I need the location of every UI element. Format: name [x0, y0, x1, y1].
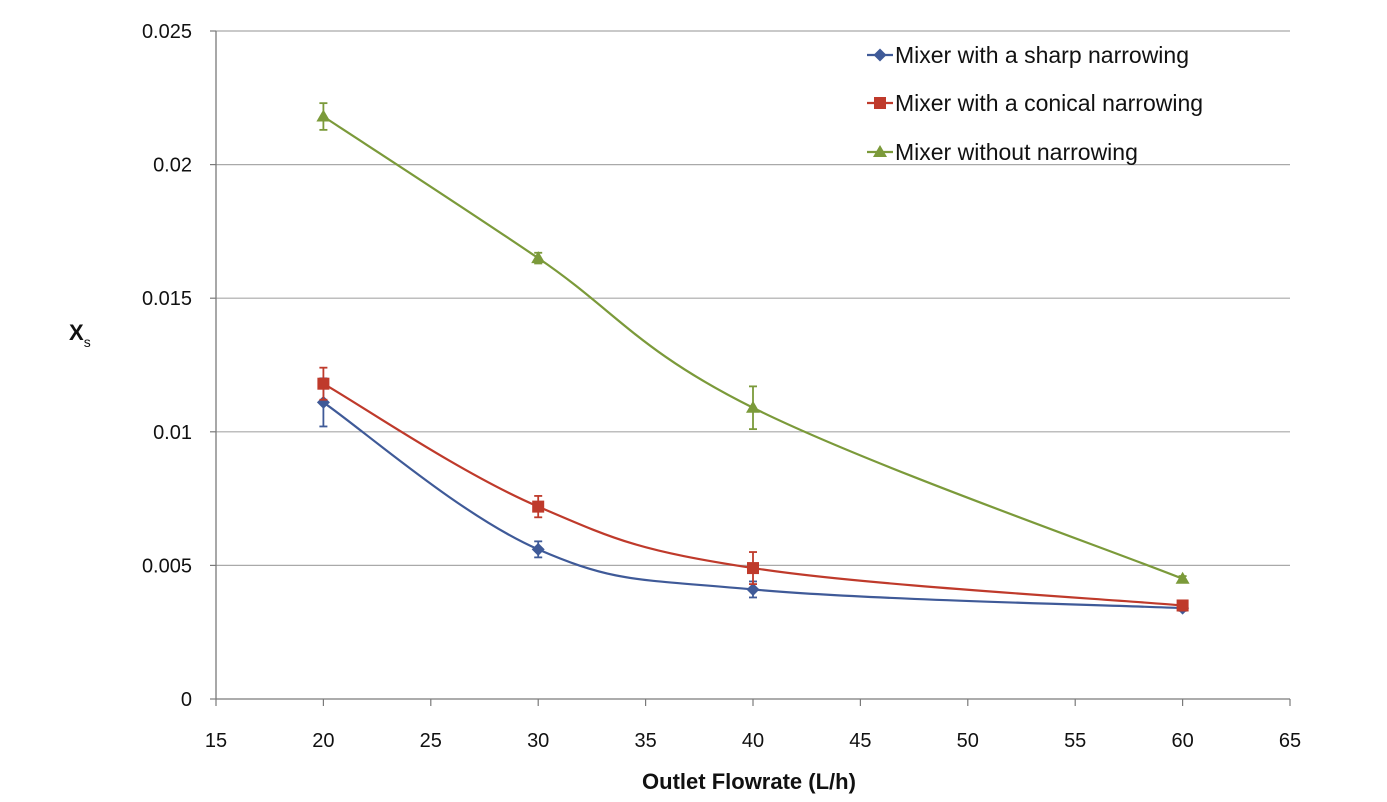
y-tick-label: 0.015 [142, 288, 192, 310]
data-point [1175, 571, 1190, 584]
data-point [531, 542, 545, 556]
data-point [746, 582, 760, 596]
y-tick-label: 0 [181, 689, 192, 711]
legend-label-2: Mixer with a conical narrowing [895, 90, 1203, 116]
x-tick-label: 45 [849, 730, 871, 752]
y-axis-title-main: X [69, 320, 84, 345]
x-axis-title: Outlet Flowrate (L/h) [642, 769, 856, 794]
data-point [747, 562, 759, 575]
data-point [531, 251, 546, 264]
legend-marker-1 [873, 48, 887, 62]
y-tick-label: 0.005 [142, 555, 192, 577]
data-point [746, 400, 760, 413]
y-axis-title: Xs [69, 320, 91, 350]
y-tick-label: 0.02 [153, 155, 192, 177]
x-tick-label: 35 [634, 730, 656, 752]
y-tick-label: 0.01 [153, 422, 192, 444]
x-tick-label: 15 [205, 730, 227, 752]
x-tick-label: 55 [1064, 730, 1086, 752]
legend: Mixer with a sharp narrowing Mixer with a… [867, 42, 1203, 165]
series-line-1 [322, 401, 1184, 610]
data-point [317, 377, 330, 390]
x-tick-label: 40 [742, 730, 764, 752]
y-tick-label: 0.025 [142, 21, 192, 43]
legend-label-1: Mixer with a sharp narrowing [895, 42, 1189, 68]
data-point [532, 500, 545, 513]
x-tick-label: 60 [1171, 730, 1193, 752]
x-tick-label: 50 [957, 730, 979, 752]
x-tick-label: 30 [527, 730, 549, 752]
legend-marker-2 [874, 97, 886, 109]
x-tick-label: 65 [1279, 730, 1301, 752]
data-point [316, 109, 331, 122]
legend-label-3: Mixer without narrowing [895, 139, 1138, 165]
x-tick-label: 25 [420, 730, 442, 752]
data-point [1176, 599, 1189, 612]
legend-marker-3 [873, 145, 887, 157]
series-line-2 [322, 382, 1184, 607]
x-tick-label: 20 [312, 730, 334, 752]
series-layer [316, 102, 1190, 615]
series-line-3 [322, 115, 1184, 580]
y-axis-title-subscript: s [84, 334, 91, 350]
axes: 0 0.005 0.01 0.015 0.02 0.025 15 20 25 30 35 40 45 50… [142, 21, 1301, 752]
